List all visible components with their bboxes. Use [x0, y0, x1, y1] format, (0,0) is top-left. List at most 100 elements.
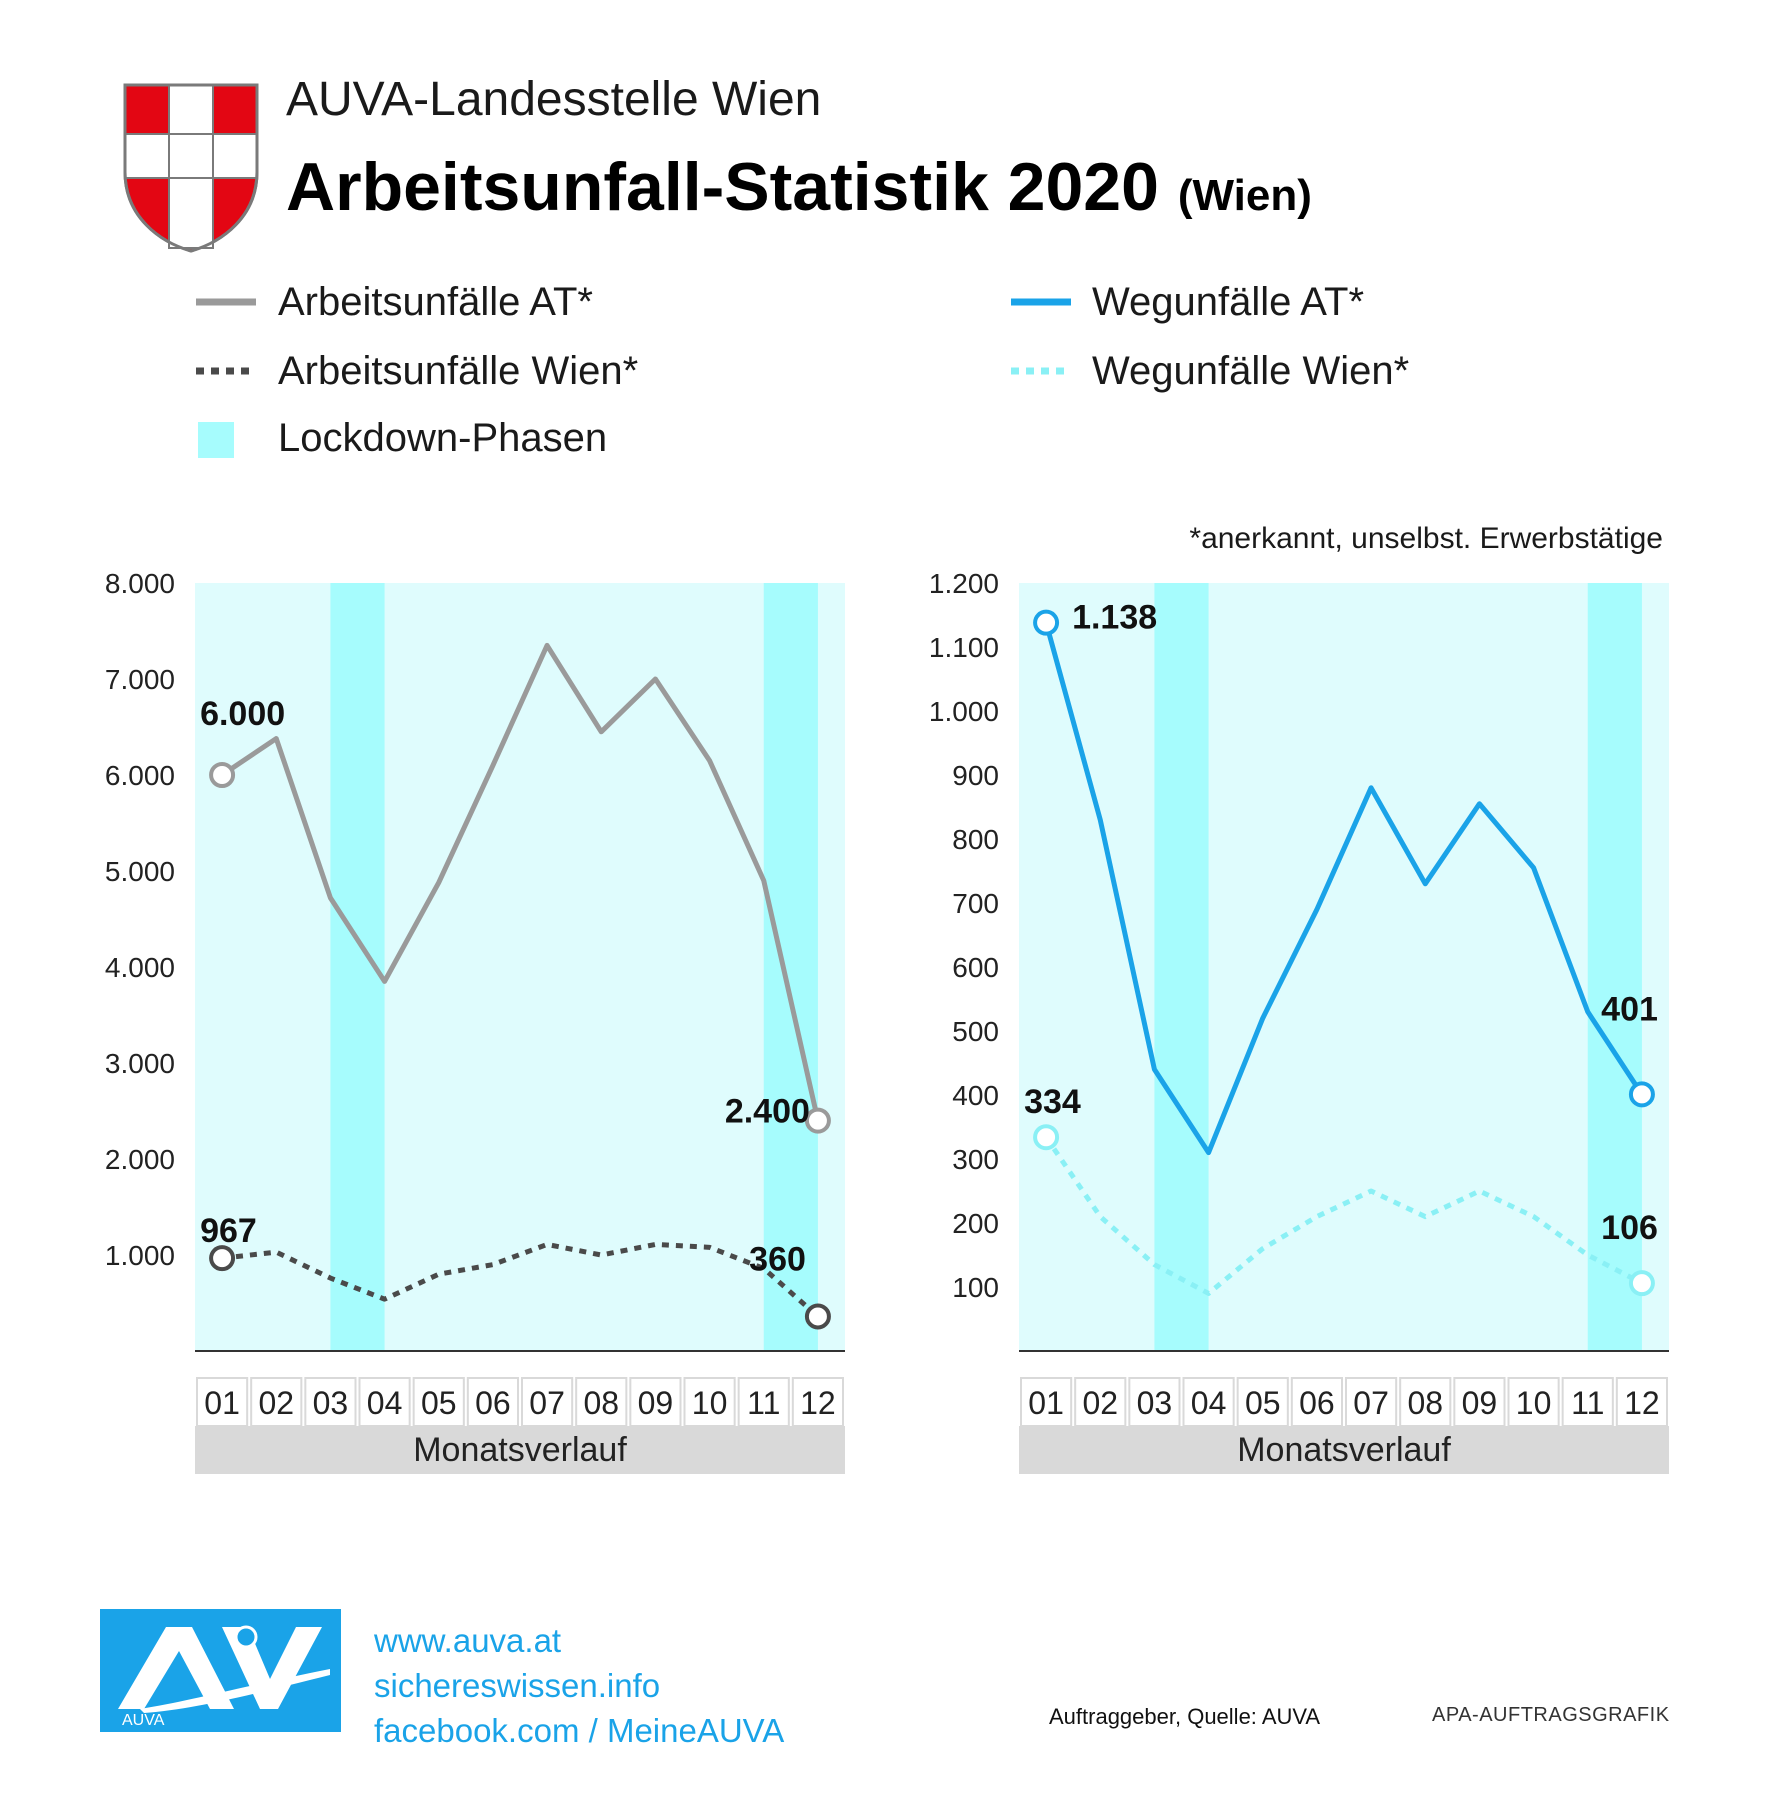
link-auva-at[interactable]: www.auva.at [374, 1622, 562, 1659]
x-tick-cell [1290, 1377, 1344, 1427]
x-tick-label: 07 [1353, 1385, 1389, 1421]
x-tick-label: 06 [1299, 1385, 1335, 1421]
y-tick-label: 800 [952, 824, 999, 855]
x-tick-label: 05 [1245, 1385, 1281, 1421]
source-credit: Auftraggeber, Quelle: AUVA [1049, 1704, 1321, 1729]
data-label: 106 [1601, 1209, 1658, 1247]
data-point [209, 762, 236, 788]
x-tick-label: 11 [747, 1385, 780, 1421]
x-tick-label: 06 [475, 1385, 511, 1421]
legend-label-wegunfaelle-at: Wegunfälle AT* [1092, 280, 1365, 324]
data-point [209, 1245, 236, 1272]
x-tick-cell [737, 1377, 790, 1427]
data-label: 6.000 [200, 695, 285, 733]
apa-credit: APA-AUFTRAGSGRAFIK [1432, 1704, 1670, 1726]
lockdown-band [1587, 583, 1642, 1351]
y-tick-label: 600 [952, 952, 999, 983]
chart-arbeitsunfaelle: 8.000 7.000 6.000 5.000 4.000 3.000 2.000 1.000… [105, 568, 845, 1474]
x-tick-label: 09 [638, 1385, 674, 1421]
x-tick-cell [196, 1377, 249, 1427]
x-tick-cell [412, 1377, 465, 1427]
x-tick-label: 04 [367, 1385, 403, 1421]
x-tick-cell [1128, 1377, 1181, 1427]
legend-label-lockdown: Lockdown-Phasen [278, 416, 608, 460]
data-point [804, 1107, 831, 1134]
data-label: 967 [200, 1212, 257, 1250]
title-suffix: (Wien) [1177, 171, 1312, 220]
x-tick-label: 10 [1516, 1385, 1552, 1421]
x-axis-label: Monatsverlauf [413, 1431, 627, 1469]
data-label: 334 [1024, 1083, 1081, 1121]
x-tick-label: 04 [1191, 1385, 1227, 1421]
auva-logo: AUVA [100, 1609, 341, 1732]
data-point [1628, 1270, 1655, 1297]
lockdown-band [1154, 583, 1209, 1351]
x-axis-label-band [1019, 1426, 1669, 1474]
vienna-coat-of-arms-icon [123, 83, 259, 253]
x-tick-label: 08 [583, 1385, 619, 1421]
x-tick-cell [1507, 1377, 1560, 1427]
data-label: 2.400 [725, 1093, 810, 1131]
x-tick-cell [250, 1377, 303, 1427]
legend-swatch-arbeitsunfaelle-at [196, 298, 256, 306]
data-label: 360 [749, 1240, 806, 1278]
y-tick-label: 700 [952, 888, 999, 919]
series-line [220, 642, 821, 1122]
y-tick-label: 1.000 [105, 1240, 175, 1271]
series-line [221, 1241, 820, 1319]
x-tick-cell [1020, 1377, 1073, 1427]
y-tick-label: 100 [952, 1272, 999, 1303]
x-tick-cell [575, 1377, 628, 1427]
y-tick-label: 1.000 [929, 696, 999, 727]
x-axis-label: Monatsverlauf [1237, 1431, 1451, 1469]
legend-swatch-arbeitsunfaelle-wien [196, 367, 256, 375]
y-tick-label: 5.000 [105, 856, 175, 887]
y-tick-label: 900 [952, 760, 999, 791]
y-tick-label: 8.000 [105, 568, 175, 599]
legend-label-wegunfaelle-wien: Wegunfälle Wien* [1092, 349, 1410, 393]
x-tick-cell [1453, 1377, 1506, 1427]
data-point [804, 1303, 831, 1330]
data-point [1033, 1124, 1060, 1151]
legend-label-arbeitsunfaelle-at: Arbeitsunfälle AT* [278, 280, 593, 324]
legend-swatch-wegunfaelle-at [1011, 298, 1071, 306]
x-tick-label: 09 [1462, 1385, 1498, 1421]
data-point [1033, 609, 1060, 636]
x-tick-label: 03 [1137, 1385, 1173, 1421]
x-tick-label: 03 [313, 1385, 349, 1421]
auva-logo-text: AUVA [122, 1712, 165, 1729]
chart-wegunfaelle: 1.200 1.100 1.000 900 800 700 600 500 400 300 200 1… [929, 568, 1669, 1474]
y-tick-label: 500 [952, 1016, 999, 1047]
x-axis-label-band [195, 1426, 845, 1474]
y-tick-label: 6.000 [105, 760, 175, 791]
series-line [1043, 622, 1645, 1156]
y-tick-label: 7.000 [105, 664, 175, 695]
series-line [1044, 1135, 1644, 1296]
link-sichereswissen[interactable]: sichereswissen.info [374, 1667, 661, 1704]
x-tick-label: 11 [1571, 1385, 1604, 1421]
y-tick-label: 200 [952, 1208, 999, 1239]
x-tick-cell [1345, 1377, 1398, 1427]
x-tick-label: 12 [800, 1385, 836, 1421]
link-facebook[interactable]: facebook.com / MeineAUVA [374, 1712, 785, 1749]
x-tick-cell [358, 1377, 411, 1427]
x-tick-label: 07 [529, 1385, 565, 1421]
y-tick-label: 2.000 [105, 1144, 175, 1175]
lockdown-band [763, 583, 818, 1351]
x-tick-label: 02 [1082, 1385, 1118, 1421]
x-tick-label: 12 [1624, 1385, 1660, 1421]
y-tick-label: 3.000 [105, 1048, 175, 1079]
data-point [1628, 1081, 1655, 1108]
data-label: 401 [1601, 990, 1658, 1028]
y-tick-label: 1.200 [929, 568, 999, 599]
x-tick-label: 05 [421, 1385, 457, 1421]
x-tick-cell [521, 1377, 574, 1427]
x-tick-label: 02 [258, 1385, 294, 1421]
legend-swatch-lockdown [198, 422, 234, 458]
data-label: 1.138 [1072, 599, 1157, 637]
y-tick-label: 300 [952, 1144, 999, 1175]
x-tick-cell [304, 1377, 357, 1427]
title-main: Arbeitsunfall-Statistik 2020 [286, 149, 1159, 225]
page-subtitle: AUVA-Landesstelle Wien [286, 73, 822, 126]
x-tick-label: 10 [692, 1385, 728, 1421]
